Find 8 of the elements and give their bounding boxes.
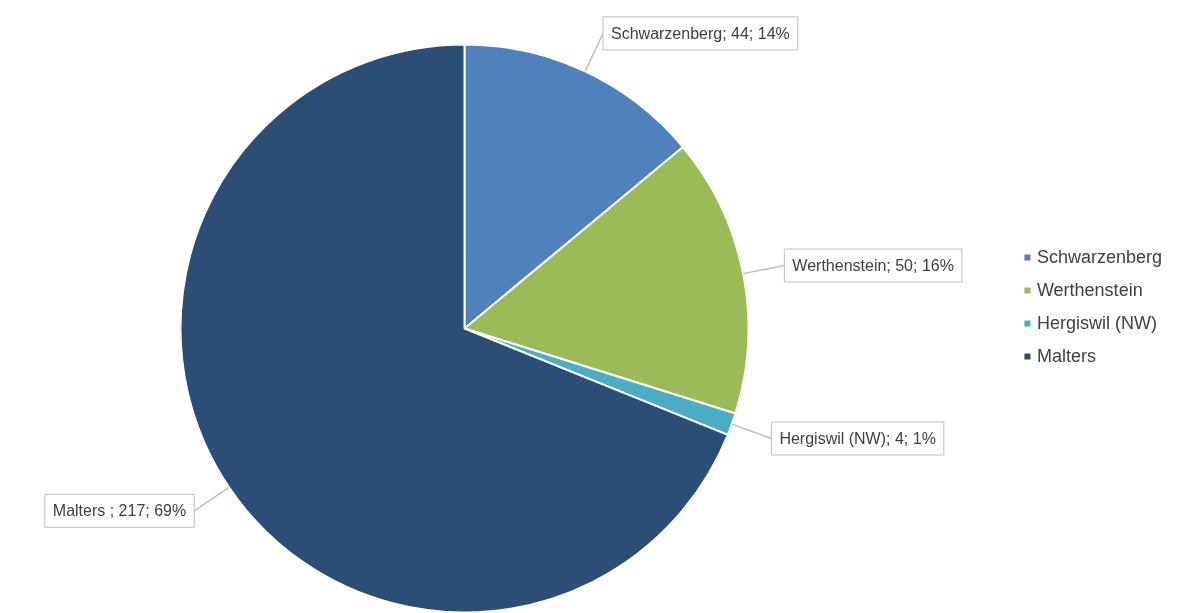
- legend-label: Malters: [1036, 345, 1096, 367]
- data-label: Malters ; 217; 69%: [52, 502, 187, 520]
- legend-label: Hergiswil (NW): [1036, 312, 1157, 334]
- data-label: Hergiswil (NW); 4; 1%: [779, 429, 936, 447]
- data-label: Werthenstein; 50; 16%: [792, 257, 954, 274]
- data-label: Schwarzenberg; 44; 14%: [611, 24, 790, 42]
- legend-label: Schwarzenberg: [1036, 246, 1162, 268]
- legend-label: Werthenstein: [1036, 279, 1143, 301]
